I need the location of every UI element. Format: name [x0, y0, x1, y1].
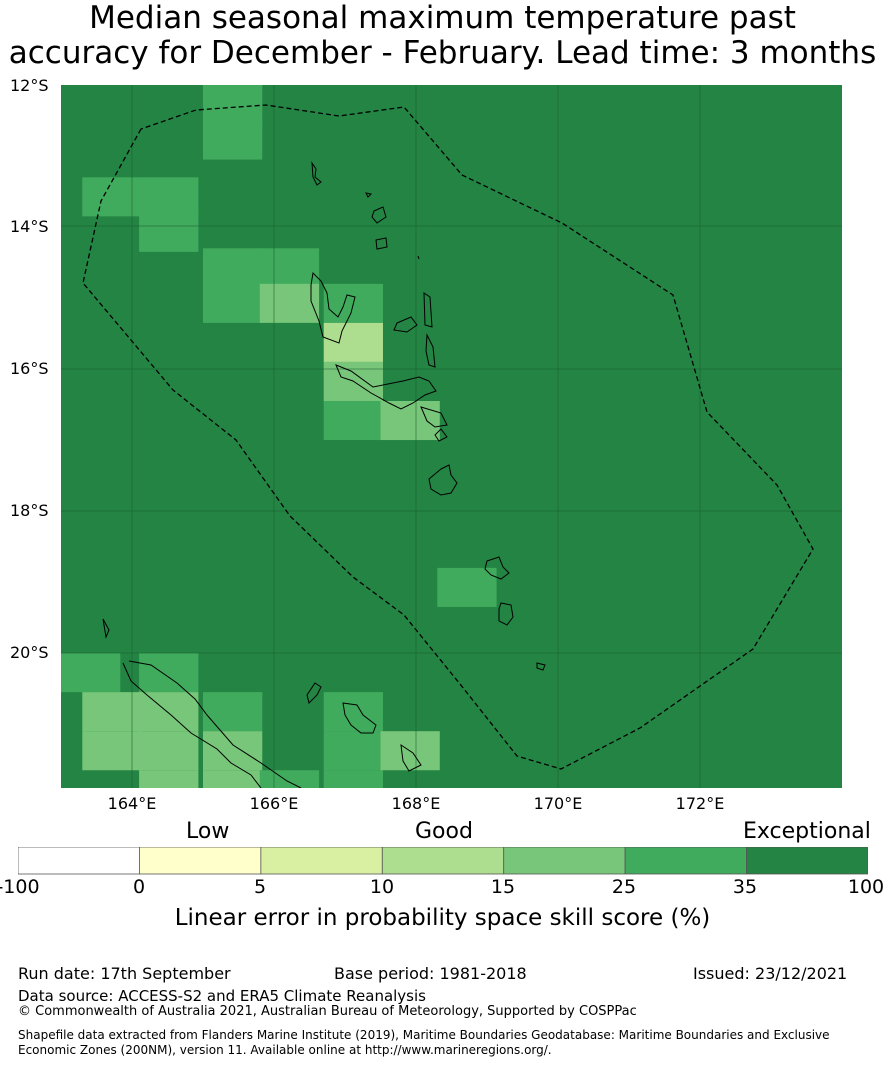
skill-cell	[82, 731, 142, 771]
issued-date: Issued: 23/12/2021	[693, 964, 848, 983]
skill-cell	[323, 731, 383, 771]
skill-cell	[82, 177, 142, 217]
colorbar-tick-label: 25	[611, 876, 637, 898]
colorbar-tick-label: 10	[369, 876, 395, 898]
skill-cell	[61, 653, 121, 693]
legend-category-good: Good	[415, 819, 473, 844]
lat-label: 20°S	[10, 643, 49, 662]
colorbar-tick-label: 35	[732, 876, 758, 898]
colorbar-title: Linear error in probability space skill …	[174, 905, 711, 931]
skill-cell	[323, 400, 383, 441]
skill-cell	[203, 770, 263, 788]
skill-cell	[82, 692, 142, 732]
copyright: © Commonwealth of Australia 2021, Austra…	[18, 1004, 637, 1019]
skill-cell	[323, 322, 383, 362]
skill-cell	[437, 567, 497, 607]
map-title-line2: accuracy for December - February. Lead t…	[8, 35, 877, 71]
map-panel	[61, 85, 842, 788]
shapefile-credit-line2: Economic Zones (200NM), version 11. Avai…	[18, 1043, 552, 1057]
lon-label: 164°E	[107, 794, 157, 813]
colorbar-tick-label: 0	[132, 876, 146, 898]
skill-cell	[380, 400, 440, 441]
skill-cell	[323, 692, 383, 732]
skill-cell	[259, 283, 320, 323]
skill-cell	[139, 653, 199, 693]
lat-label: 12°S	[10, 76, 49, 95]
legend-category-exceptional: Exceptional	[743, 819, 871, 844]
shapefile-credit-line1: Shapefile data extracted from Flanders M…	[18, 1028, 830, 1042]
data-source: Data source: ACCESS-S2 and ERA5 Climate …	[18, 987, 426, 1005]
coastlines	[102, 161, 546, 788]
run-date: Run date: 17th September	[18, 964, 231, 983]
lon-label: 172°E	[675, 794, 725, 813]
lat-label: 16°S	[10, 359, 49, 378]
skill-cell	[139, 692, 199, 732]
colorbar-segment	[624, 847, 747, 875]
colorbar-segment	[746, 847, 868, 875]
colorbar	[18, 847, 868, 875]
lat-label: 14°S	[10, 217, 49, 236]
skill-cell	[139, 212, 199, 252]
skill-cell	[259, 248, 320, 288]
colorbar-segment	[381, 847, 505, 875]
skill-cell	[139, 770, 199, 788]
skill-cell	[203, 85, 263, 125]
colorbar-segment	[18, 847, 140, 875]
map-title-line1: Median seasonal maximum temperature past	[89, 0, 796, 36]
base-period: Base period: 1981-2018	[334, 964, 527, 983]
colorbar-tick-label: 100	[847, 876, 885, 898]
colorbar-tick-label: 5	[253, 876, 267, 898]
lat-label: 18°S	[10, 501, 49, 520]
gridlines	[61, 85, 842, 788]
skill-cell	[203, 692, 263, 732]
skill-cell	[203, 120, 263, 160]
colorbar-segment	[260, 847, 383, 875]
skill-cell	[203, 283, 263, 323]
colorbar-segment	[503, 847, 626, 875]
lon-label: 166°E	[249, 794, 299, 813]
skill-cell	[139, 731, 199, 771]
skill-cell	[323, 770, 383, 788]
lon-label: 168°E	[391, 794, 441, 813]
colorbar-tick-label: 15	[490, 876, 516, 898]
colorbar-tick-label: -100	[0, 876, 40, 898]
lon-label: 170°E	[533, 794, 583, 813]
skill-cell	[203, 248, 263, 288]
skill-cell	[139, 177, 199, 217]
skill-cell	[259, 770, 320, 788]
legend-category-low: Low	[186, 819, 230, 844]
eez-boundary	[82, 104, 814, 770]
colorbar-segment	[139, 847, 262, 875]
